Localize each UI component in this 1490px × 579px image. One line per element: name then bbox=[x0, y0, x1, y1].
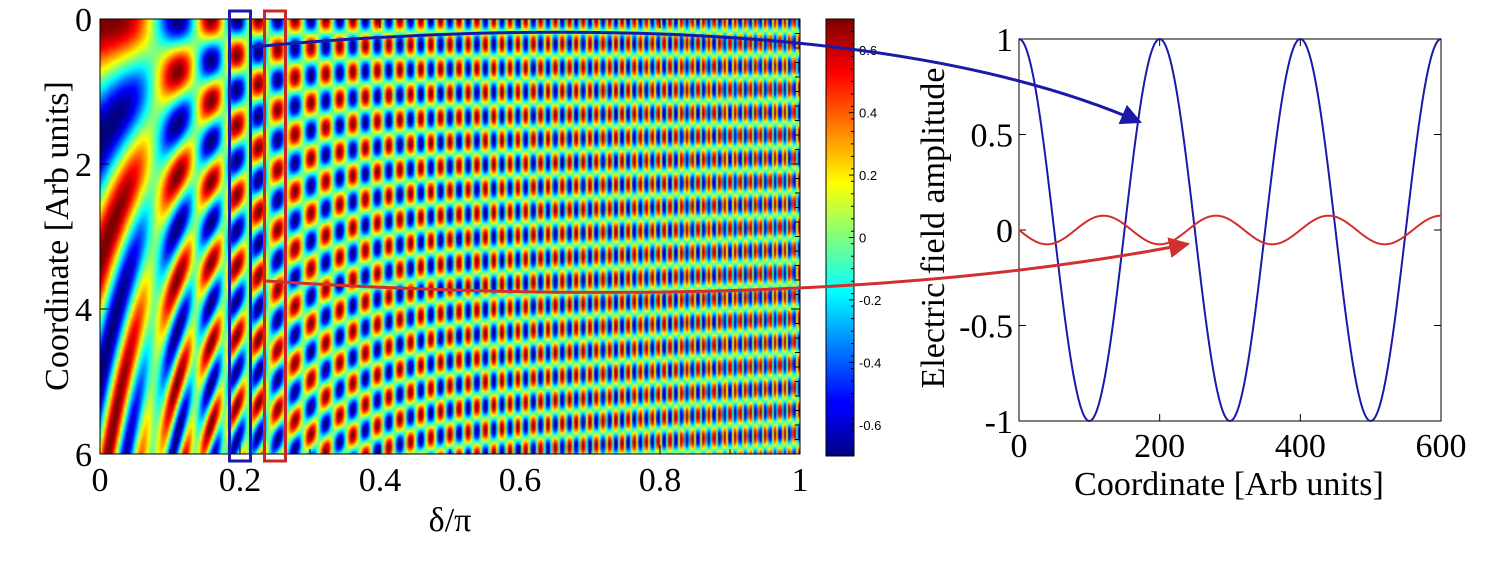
colorbar-tick-label: 0.4 bbox=[859, 106, 877, 121]
colorbar-tick-label: 0 bbox=[859, 231, 866, 246]
colorbar-tick-label: -0.6 bbox=[859, 418, 881, 433]
colorbar-tick-label: -0.2 bbox=[859, 293, 881, 308]
colorbar: 0.60.40.20-0.2-0.4-0.6 bbox=[825, 18, 881, 457]
colorbar-tick-label: 0.2 bbox=[859, 168, 877, 183]
line-plot-ticks bbox=[1018, 38, 1442, 422]
blue-series-line bbox=[1018, 37, 1442, 423]
line-plot-x-tick-label: 200 bbox=[1134, 428, 1185, 465]
line-plot-panel: 0 200 400 600 1 0.5 0 -0.5 -1 Coordinate [Arb u… bbox=[915, 22, 1467, 503]
line-plot-y-tick-label: 1 bbox=[996, 22, 1013, 59]
heatmap-y-axis-label: Coordinate [Arb units] bbox=[39, 81, 76, 391]
colorbar-ticks: 0.60.40.20-0.2-0.4-0.6 bbox=[849, 18, 881, 457]
red-series-line bbox=[1018, 214, 1442, 246]
heatmap-y-tick-label: 2 bbox=[75, 147, 92, 184]
line-plot-y-tick-label: 0 bbox=[996, 213, 1013, 250]
heatmap-panel: 0 0.2 0.4 0.6 0.8 1 0 2 4 6 δ/π Coordinate [Arb … bbox=[39, 2, 809, 539]
colorbar-tick-label: -0.4 bbox=[859, 355, 881, 370]
blue-highlight-box bbox=[228, 9, 252, 463]
red-connector-arrow bbox=[265, 237, 1191, 294]
line-plot-x-axis-label: Coordinate [Arb units] bbox=[1074, 466, 1384, 503]
heatmap-x-tick-label: 0.8 bbox=[639, 462, 682, 499]
heatmap-x-axis-label: δ/π bbox=[429, 502, 472, 539]
line-plot-x-tick-label: 600 bbox=[1416, 428, 1467, 465]
heatmap-y-tick-label: 6 bbox=[75, 437, 92, 474]
line-plot-x-tick-label: 400 bbox=[1275, 428, 1326, 465]
heatmap-x-tick-labels: 0 0.2 0.4 0.6 0.8 1 bbox=[92, 462, 809, 499]
heatmap-x-tick-label: 1 bbox=[792, 462, 809, 499]
line-plot-x-tick-labels: 0 200 400 600 bbox=[1011, 428, 1467, 465]
line-plot-y-tick-label: -0.5 bbox=[959, 309, 1013, 346]
heatmap-ticks bbox=[99, 18, 801, 455]
line-plot-y-tick-labels: 1 0.5 0 -0.5 -1 bbox=[959, 22, 1013, 441]
line-plot-frame bbox=[1018, 38, 1442, 422]
red-highlight-box bbox=[263, 9, 287, 463]
heatmap-y-tick-label: 4 bbox=[75, 292, 92, 329]
heatmap-x-tick-label: 0 bbox=[92, 462, 109, 499]
heatmap-x-tick-label: 0.4 bbox=[359, 462, 402, 499]
line-plot-series bbox=[1018, 37, 1442, 423]
highlight-boxes bbox=[228, 9, 287, 463]
heatmap-x-tick-label: 0.6 bbox=[499, 462, 542, 499]
line-plot-y-tick-label: -1 bbox=[985, 404, 1013, 441]
heatmap-x-tick-label: 0.2 bbox=[219, 462, 262, 499]
line-plot-y-tick-label: 0.5 bbox=[971, 118, 1014, 155]
heatmap-y-tick-label: 0 bbox=[75, 2, 92, 39]
line-plot-x-tick-label: 0 bbox=[1011, 428, 1028, 465]
heatmap-image bbox=[100, 19, 800, 454]
line-plot-y-axis-label: Electric field amplitude bbox=[915, 68, 952, 389]
heatmap-y-tick-labels: 0 2 4 6 bbox=[75, 2, 92, 474]
blue-connector-arrow bbox=[251, 30, 1142, 125]
